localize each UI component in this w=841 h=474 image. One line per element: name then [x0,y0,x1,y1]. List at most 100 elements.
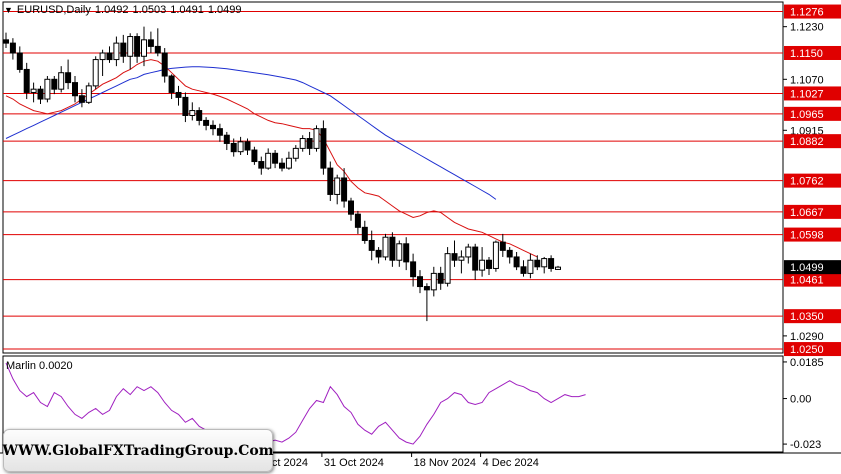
candle [313,125,320,152]
candle-body [361,226,368,241]
candle [396,240,403,267]
level-label: 1.0667 [790,207,824,219]
level-label: 1.0350 [790,311,824,323]
candle-body [534,259,541,268]
candle-body [499,241,506,251]
candle [30,82,37,103]
high-value: 1.0503 [132,4,167,16]
candle-body [182,96,189,116]
candle-body [520,266,527,274]
candle [16,46,23,73]
candle-body [141,39,147,57]
level-label: 1.0965 [790,109,824,121]
candle [472,243,479,280]
candle [58,66,65,93]
candle [37,85,44,104]
candle-body [216,128,223,136]
candle [279,158,285,172]
candle-body [430,272,437,291]
candle-body [106,52,113,61]
candle-body [513,256,520,268]
time-axis-label: 18 Nov 2024 [414,457,476,469]
candle-body [541,258,548,268]
moving-average-blue [5,66,497,200]
candle-body [396,243,403,261]
candle [99,49,106,77]
indicator-tick-label: 0.00 [790,394,811,406]
collapse-triangle-icon[interactable]: ▼ [4,5,13,15]
candle-body [368,239,375,251]
level-tag [784,342,841,357]
candle-body [327,167,334,195]
candle-body [78,95,85,103]
candle [134,33,141,63]
candle-body [161,52,168,77]
candle [272,150,279,169]
level-tag [784,4,841,19]
candle [244,138,251,155]
candle-body [423,286,430,291]
candle-body [382,236,389,258]
candle-body [154,45,161,54]
indicator-tick-label: 0.0185 [790,357,824,369]
watermark-text: WWW.GlobalFXTradingGroup.Com [2,442,274,459]
candle-body [548,258,555,269]
candle-body [465,246,472,258]
candle [147,31,154,53]
low-value: 1.0491 [170,4,204,16]
candle-body [451,253,458,261]
candle-body [251,149,258,163]
candle-body [30,88,37,93]
candle-body [9,42,16,54]
candle [230,138,237,157]
candle [361,220,368,244]
candle [341,168,348,208]
level-tag [784,45,841,60]
indicator-label: Marlin 0.0020 [6,360,73,372]
candle-body [3,39,9,44]
candle [292,145,299,162]
candle [423,283,430,322]
candle [437,266,444,290]
candle-body [58,72,65,90]
candle [348,197,354,221]
watermark-logo: WWW.GlobalFXTradingGroup.Com [2,429,274,472]
candle [203,117,210,131]
candle-body [44,78,51,100]
level-tag [784,204,841,219]
candle [555,265,561,270]
candle [417,270,423,294]
level-label: 1.1027 [790,88,824,100]
candle [534,255,541,271]
level-tag [784,86,841,101]
candle-body [354,213,361,228]
indicator-value: 0.0020 [39,360,73,372]
candle-body [492,241,499,269]
candle [72,76,78,103]
candle [113,36,120,67]
candle [78,89,85,108]
candle-body [37,88,44,100]
time-axis-label: 31 Oct 2024 [324,457,384,469]
indicator-name: Marlin [6,360,36,372]
candle [182,92,189,123]
level-label: 1.0461 [790,275,824,287]
candle-body [458,256,465,261]
candle [141,26,147,67]
candle [403,237,410,271]
candle-body [210,124,216,130]
candle-body [16,52,23,70]
candle [382,233,389,261]
level-label: 1.1276 [790,7,824,19]
candle [189,102,196,121]
level-tag [784,173,841,188]
candle-body [189,110,196,116]
candle [527,253,534,279]
candle-body [313,128,320,149]
candle [44,76,51,103]
candle [541,256,548,274]
indicator-pane-frame [2,355,784,453]
candle-body [168,75,175,93]
candle-body [375,249,382,258]
